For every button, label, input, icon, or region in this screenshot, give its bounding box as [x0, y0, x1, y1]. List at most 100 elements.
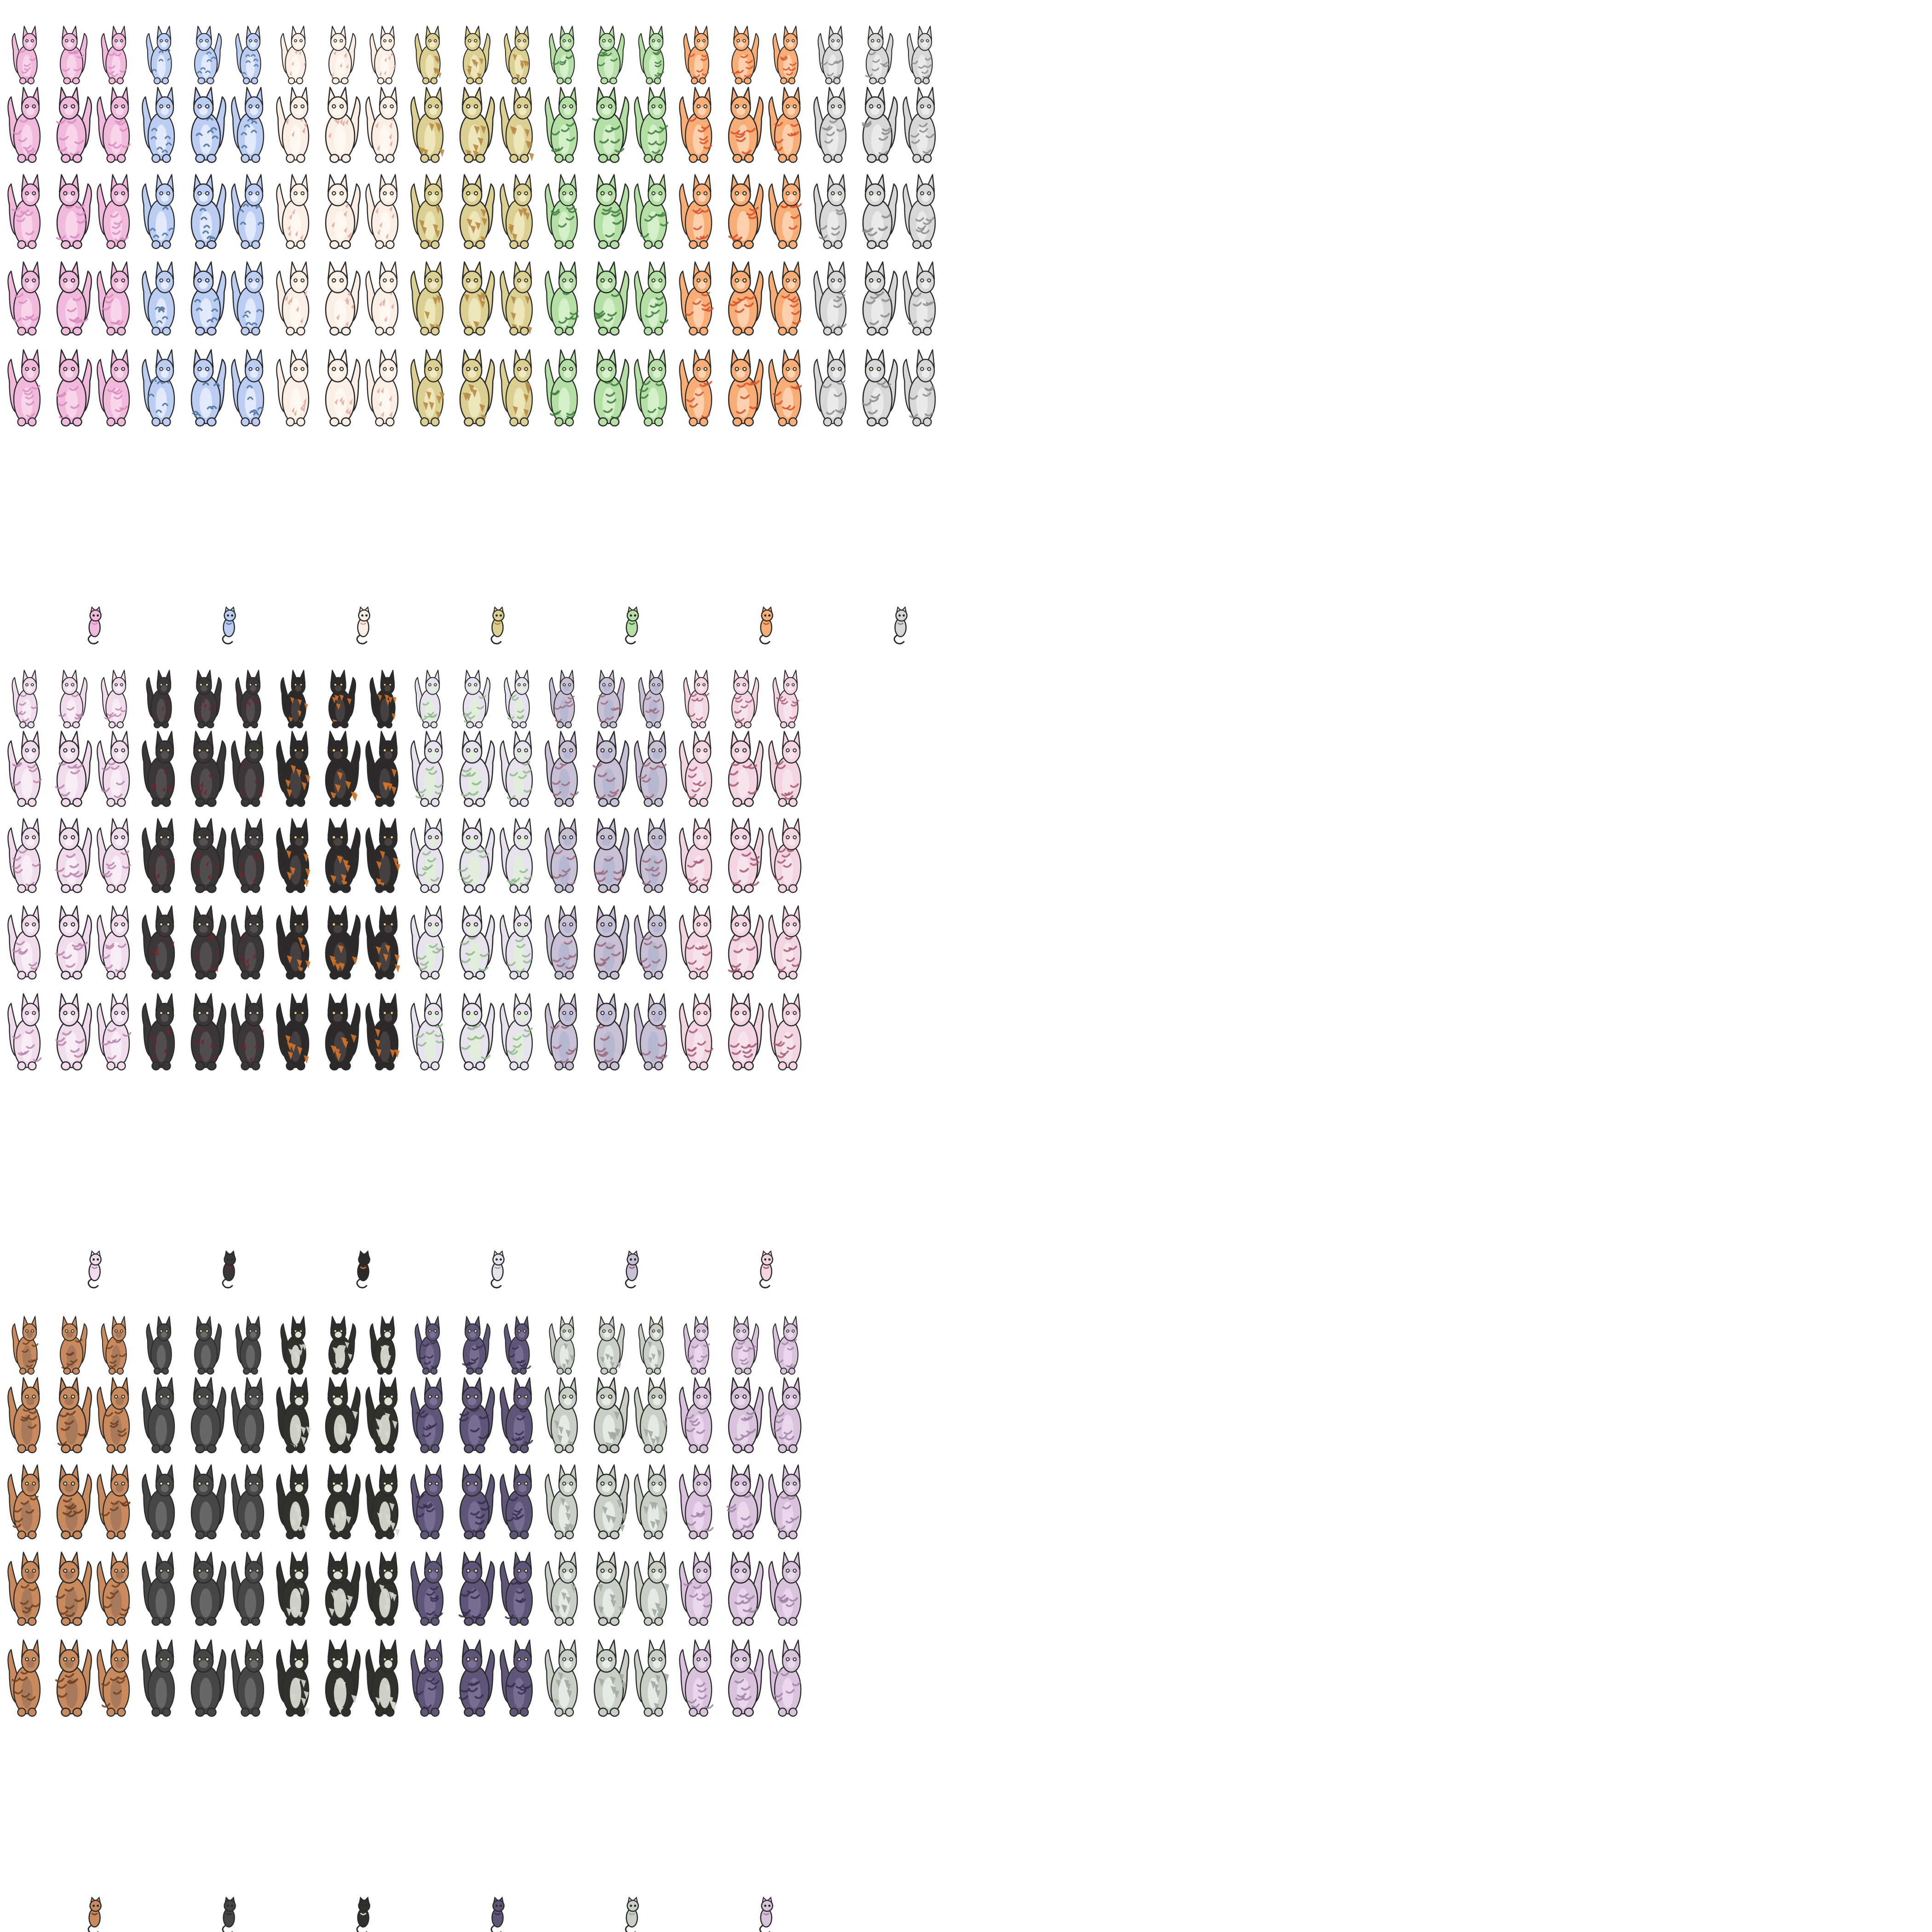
cat-belly [827, 211, 839, 241]
cat-markings [151, 1029, 170, 1060]
cat-eye [114, 278, 118, 282]
cat-paw [565, 240, 574, 249]
cat-belly [155, 1414, 167, 1445]
cat-eye [562, 104, 566, 109]
cat-paw [151, 1708, 161, 1717]
cat-eye [114, 367, 118, 371]
cat-muzzle [295, 1484, 303, 1492]
cat-paw [63, 721, 71, 729]
cat-paw [430, 77, 438, 85]
cat-muzzle [26, 41, 33, 48]
cat-belly [199, 855, 213, 885]
cat-eye [248, 922, 253, 926]
cat-eye [524, 1657, 528, 1662]
cat-belly [110, 1414, 122, 1445]
cat-markings [652, 50, 664, 77]
cat-eye [255, 922, 259, 926]
cat-paw [72, 327, 82, 336]
cat-paw [28, 798, 37, 807]
palette-block [7, 669, 802, 1288]
cat-paw [286, 417, 295, 427]
cat-paw [241, 971, 250, 980]
cat-paw [699, 1617, 708, 1626]
cat-markings [334, 397, 353, 416]
cat-eye [517, 278, 521, 282]
cat-sprite [500, 349, 533, 427]
cat-eye [428, 1011, 432, 1015]
cat-eye [742, 1329, 746, 1333]
cat-muzzle [518, 685, 525, 692]
cat-eye [600, 367, 605, 371]
cat-eye [428, 104, 432, 109]
cat-eye [32, 1481, 36, 1486]
cat-paw [464, 417, 474, 427]
cat-eye [657, 683, 661, 686]
cat-belly [65, 768, 78, 799]
cat-paw [565, 884, 574, 893]
cat-muzzle [335, 685, 342, 692]
cat-eye [569, 1569, 573, 1573]
cat-paw [241, 1061, 250, 1071]
cat-sprite [369, 669, 397, 729]
cat-eye [71, 39, 75, 43]
cat-eye [300, 1481, 305, 1486]
cat-paw [464, 1530, 474, 1540]
cat-muzzle [295, 1571, 303, 1579]
cat-eye [474, 683, 477, 687]
cat-eye [608, 191, 613, 196]
cat-belly [694, 54, 703, 78]
cat-markings [736, 380, 760, 414]
cat-paw [332, 77, 340, 85]
cat-paw [598, 327, 608, 336]
cat-markings [287, 937, 310, 975]
cat-sprite [190, 261, 226, 336]
cat-sprite [500, 86, 534, 163]
cat-paw [699, 1444, 708, 1454]
cat-muzzle [333, 751, 342, 759]
cat-paw [116, 721, 124, 729]
cat-eye [428, 922, 432, 926]
cat-muzzle [384, 1660, 392, 1668]
cat-eye [390, 1011, 394, 1015]
cat-paw [206, 721, 214, 729]
cat-paw [519, 721, 527, 729]
cat-eye [383, 39, 386, 42]
cat-belly [827, 298, 839, 328]
cat-eye [205, 1011, 210, 1015]
cat-eye [517, 922, 521, 926]
cat-eye [742, 39, 746, 43]
cat-sprite [101, 25, 127, 85]
cat-sprite [55, 905, 92, 980]
cat-sprite [97, 905, 130, 980]
cat-muzzle [199, 369, 208, 378]
kitten-eye [227, 614, 230, 617]
cat-eye [524, 191, 528, 196]
cat-sprite [597, 25, 625, 85]
cat-muzzle [199, 194, 208, 202]
cat-muzzle [870, 281, 880, 289]
cat-paw [475, 77, 483, 85]
cat-muzzle [429, 369, 437, 378]
cat-paw [923, 417, 932, 427]
cat-belly [245, 124, 256, 155]
cat-paw [296, 327, 305, 336]
cat-paw [475, 240, 485, 249]
cat-paw [598, 1444, 608, 1454]
cat-belly [424, 768, 436, 799]
cat-muzzle [333, 107, 342, 115]
cat-paw [788, 1708, 798, 1717]
cat-paw [778, 327, 787, 336]
cat-belly [245, 1031, 256, 1062]
cat-paw [431, 1617, 440, 1626]
cat-paw [28, 1444, 37, 1454]
cat-muzzle [384, 1331, 391, 1338]
cat-eye [293, 1481, 298, 1486]
cat-eye [30, 1329, 34, 1333]
cat-paw [207, 417, 217, 427]
cat-paw [296, 417, 305, 427]
cat-eye [159, 835, 163, 840]
cat-belly [335, 698, 345, 722]
cat-paw [598, 417, 608, 427]
cat-sprite [410, 86, 445, 163]
cat-paw [61, 1617, 71, 1626]
